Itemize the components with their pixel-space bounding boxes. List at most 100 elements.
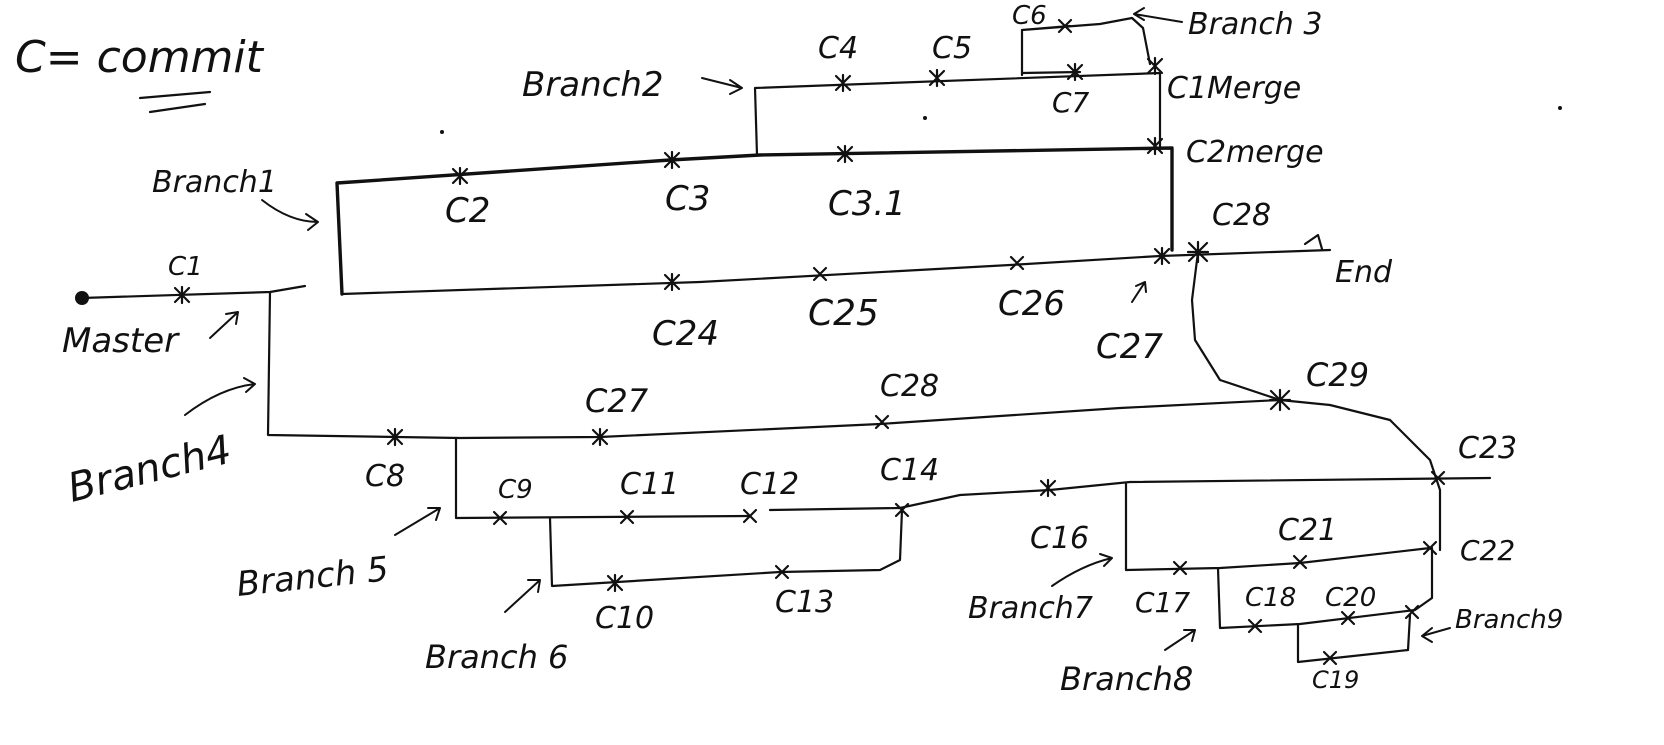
commit-marker-c3-1	[836, 144, 854, 164]
commit-marker-c8	[386, 427, 404, 447]
label-c12: C12	[740, 467, 799, 502]
label-branch7: Branch7	[968, 591, 1093, 626]
arrow-c27	[1131, 281, 1147, 303]
commit-marker-c5	[928, 68, 946, 88]
commit-marker-c24	[663, 272, 681, 292]
label-c19: C19	[1312, 666, 1359, 694]
label-master: Master	[62, 321, 180, 361]
commit-marker-c4	[834, 73, 852, 93]
legend-text: C= commit	[15, 32, 265, 83]
stray-dot	[923, 116, 927, 120]
commit-marker-branch9	[1404, 604, 1420, 620]
commit-marker-c22	[1422, 540, 1438, 556]
branch4-line	[266, 290, 1442, 552]
label-c3-1: C3.1	[828, 184, 906, 224]
label-c10: C10	[595, 601, 654, 636]
end-arrowhead	[1303, 233, 1324, 251]
commit-marker-c26	[1009, 255, 1025, 271]
commit-marker-c28-top	[1186, 240, 1210, 264]
arrow-branch5	[394, 507, 441, 536]
label-branch5: Branch 5	[235, 549, 391, 605]
commit-marker-c14	[894, 502, 910, 518]
branch6-line	[548, 508, 904, 588]
branch1-line	[335, 146, 1174, 296]
commit-marker-c25	[812, 266, 828, 282]
commit-marker-c18	[1247, 618, 1263, 634]
commit-marker-c28-mid	[874, 414, 890, 430]
commit-marker-c16	[1039, 478, 1057, 498]
arrow-branch9	[1421, 627, 1451, 643]
commit-marker-c3	[663, 150, 681, 170]
arrow-master	[209, 311, 239, 339]
label-branch1: Branch1	[152, 165, 277, 200]
branch5-line	[454, 436, 902, 520]
commit-marker-c21	[1292, 554, 1308, 570]
label-c17: C17	[1135, 586, 1190, 619]
label-c14: C14	[880, 453, 939, 488]
label-c27-top: C27	[1096, 327, 1163, 367]
label-c28-mid: C28	[880, 369, 939, 404]
commit-marker-c27-mid	[591, 427, 609, 447]
label-end: End	[1335, 255, 1393, 290]
label-c1merge: C1Merge	[1167, 71, 1301, 106]
commit-marker-c13	[774, 564, 790, 580]
label-c5: C5	[932, 31, 972, 66]
label-branch9: Branch9	[1455, 605, 1563, 635]
label-c25: C25	[808, 293, 879, 334]
label-c4: C4	[818, 31, 858, 66]
commit-markers	[173, 18, 1446, 666]
branch7-line	[1124, 482, 1432, 572]
label-c11: C11	[620, 467, 679, 502]
label-c24: C24	[652, 314, 719, 354]
label-c3: C3	[665, 179, 710, 219]
label-c18: C18	[1245, 583, 1296, 613]
label-c16: C16	[1030, 521, 1089, 556]
commit-marker-c7	[1066, 62, 1084, 82]
branch9-line	[1296, 613, 1412, 664]
branch3-line	[1020, 16, 1152, 77]
label-c27-mid: C27	[585, 382, 649, 420]
label-c21: C21	[1278, 513, 1337, 548]
label-branch3: Branch 3	[1188, 7, 1322, 42]
commit-marker-c10	[606, 573, 624, 593]
commit-marker-c2merge	[1146, 136, 1164, 156]
label-arrows	[184, 7, 1451, 651]
label-c9: C9	[498, 475, 533, 505]
label-c2: C2	[445, 191, 490, 231]
label-branch2: Branch2	[522, 65, 664, 105]
commit-marker-c27-top	[1153, 246, 1171, 266]
arrow-branch7	[1051, 553, 1113, 587]
label-c29: C29	[1306, 356, 1369, 394]
c29-curve	[1190, 250, 1282, 402]
label-c1: C1	[168, 252, 203, 282]
c14-c16-line	[898, 476, 1492, 510]
master-line	[80, 284, 307, 300]
label-c13: C13	[775, 585, 834, 620]
commit-marker-c23	[1430, 470, 1446, 486]
arrow-branch8	[1164, 629, 1196, 651]
label-c26: C26	[998, 284, 1065, 324]
stray-dot	[1558, 106, 1562, 110]
commit-marker-c17	[1172, 560, 1188, 576]
stray-dot	[440, 130, 444, 134]
label-c8: C8	[365, 459, 405, 494]
legend-underline	[138, 90, 212, 114]
commit-marker-c9	[492, 510, 508, 526]
label-branch8: Branch8	[1060, 660, 1193, 698]
arrow-branch4	[184, 377, 256, 416]
label-branch4: Branch4	[63, 427, 236, 512]
label-c22: C22	[1460, 534, 1515, 567]
arrow-branch3	[1133, 7, 1183, 23]
commit-marker-c2	[451, 166, 469, 186]
master-main-line	[340, 248, 1332, 296]
label-c7: C7	[1052, 86, 1090, 119]
arrow-branch2	[701, 77, 743, 95]
commit-marker-c11	[619, 509, 635, 525]
label-branch6: Branch 6	[425, 638, 568, 676]
branch3-c7-line	[1020, 70, 1082, 75]
branch8-line	[1216, 546, 1434, 630]
label-c20: C20	[1325, 583, 1376, 613]
label-c28-top: C28	[1212, 198, 1271, 233]
commit-marker-c29	[1268, 388, 1292, 412]
